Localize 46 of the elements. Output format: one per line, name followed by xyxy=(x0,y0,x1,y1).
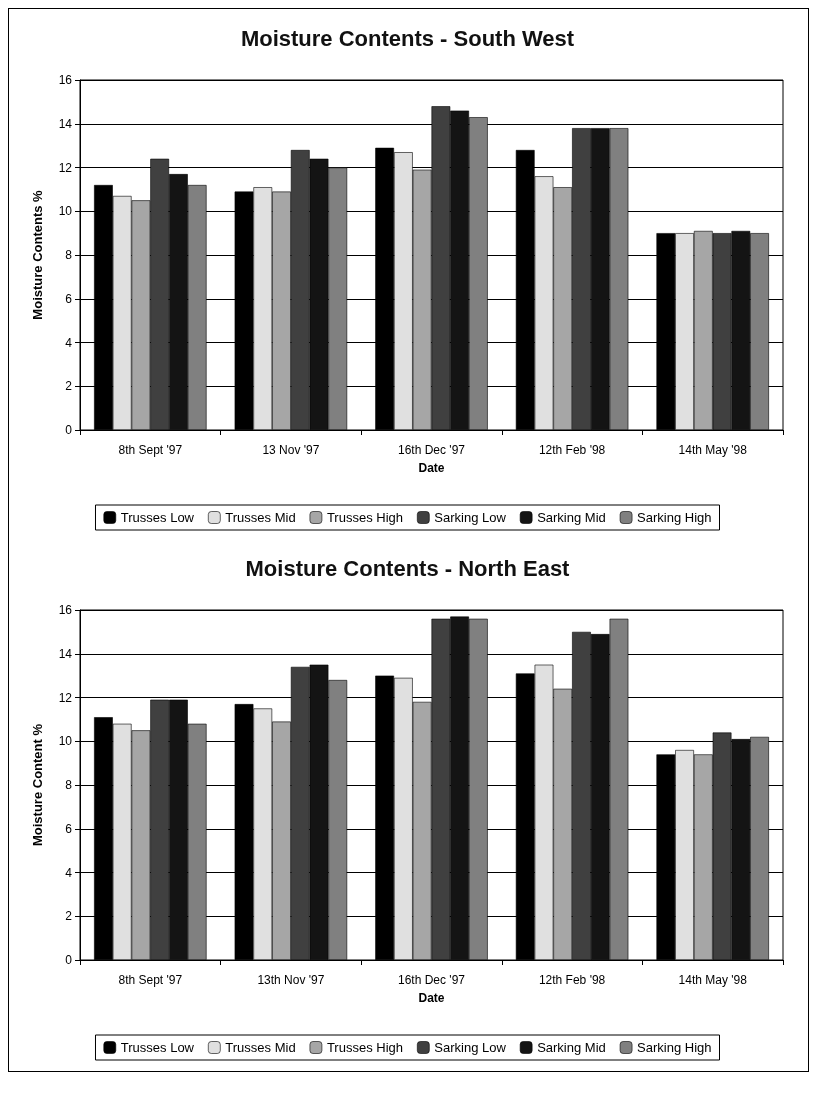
x-tick-label: 14th May '98 xyxy=(678,973,748,987)
legend-label: Trusses High xyxy=(326,1040,404,1055)
y-tick-label: 14 xyxy=(58,116,73,131)
x-tick-label: 8th Sept '97 xyxy=(118,443,183,457)
chart-title: Moisture Contents - North East xyxy=(245,555,571,581)
legend-label: Trusses Low xyxy=(120,510,195,525)
y-tick-label: 10 xyxy=(58,734,73,749)
y-axis-title: Moisture Contents % xyxy=(30,189,45,320)
y-tick-label: 8 xyxy=(65,778,73,792)
legend-label: Sarking Low xyxy=(434,510,507,525)
y-tick-label: 16 xyxy=(58,73,73,87)
legend-label: Sarking Mid xyxy=(537,1040,606,1055)
y-tick-label: 12 xyxy=(58,160,73,175)
y-tick-label: 0 xyxy=(65,953,73,967)
y-tick-label: 6 xyxy=(65,291,73,306)
x-tick-label: 14th May '98 xyxy=(678,443,748,457)
legend-label: Sarking High xyxy=(637,510,712,525)
x-tick-label: 13th Nov '97 xyxy=(257,973,325,987)
x-axis-title: Date xyxy=(418,991,445,1005)
y-tick-label: 14 xyxy=(58,646,73,661)
y-tick-label: 4 xyxy=(65,865,73,880)
x-tick-label: 12th Feb '98 xyxy=(538,973,606,987)
legend-label: Sarking Low xyxy=(434,1040,507,1055)
y-tick-label: 4 xyxy=(65,335,73,350)
legend-label: Trusses Mid xyxy=(225,1040,296,1055)
y-tick-label: 12 xyxy=(58,690,73,705)
y-tick-label: 2 xyxy=(65,379,73,394)
y-tick-label: 8 xyxy=(65,248,73,262)
x-tick-label: 8th Sept '97 xyxy=(118,973,183,987)
y-tick-label: 6 xyxy=(65,821,73,836)
legend-label: Trusses Mid xyxy=(225,510,296,525)
x-tick-label: 13 Nov '97 xyxy=(262,443,320,457)
y-tick-label: 0 xyxy=(65,423,73,437)
y-tick-label: 10 xyxy=(58,204,73,219)
y-tick-label: 16 xyxy=(58,603,73,617)
legend-label: Sarking High xyxy=(637,1040,712,1055)
legend-label: Sarking Mid xyxy=(537,510,606,525)
x-tick-label: 16th Dec '97 xyxy=(397,973,466,987)
chart-title: Moisture Contents - South West xyxy=(240,25,575,51)
x-tick-label: 12th Feb '98 xyxy=(538,443,606,457)
y-axis-title: Moisture Content % xyxy=(30,723,45,847)
y-tick-label: 2 xyxy=(65,909,73,924)
legend-label: Trusses Low xyxy=(120,1040,195,1055)
x-axis-title: Date xyxy=(418,461,445,475)
x-tick-label: 16th Dec '97 xyxy=(397,443,466,457)
legend-label: Trusses High xyxy=(326,510,404,525)
